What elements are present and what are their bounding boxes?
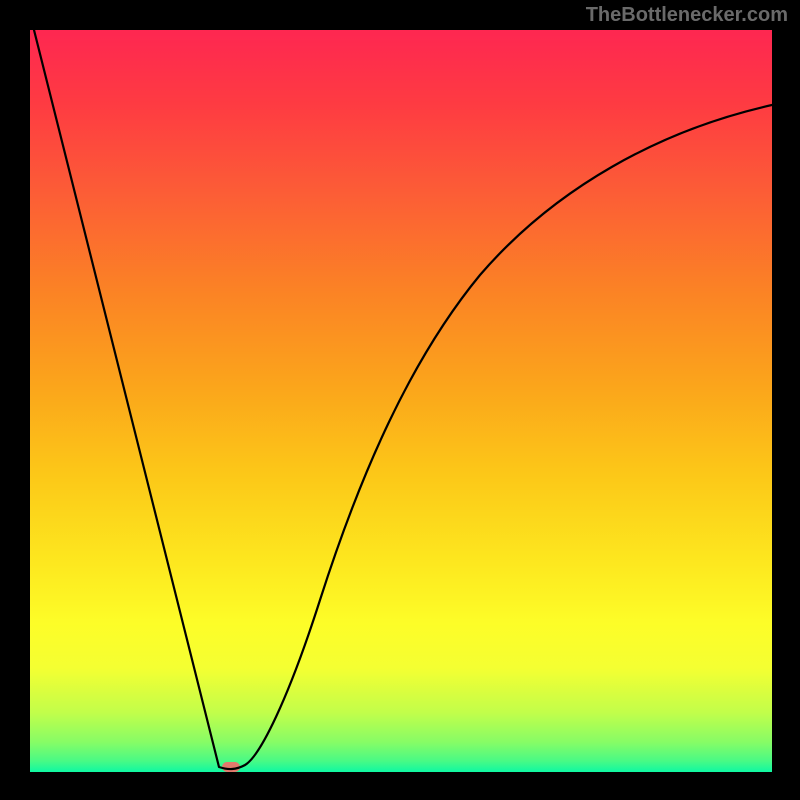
- chart-container: TheBottlenecker.com: [0, 0, 800, 800]
- chart-svg: [0, 0, 800, 800]
- watermark-text: TheBottlenecker.com: [586, 4, 788, 27]
